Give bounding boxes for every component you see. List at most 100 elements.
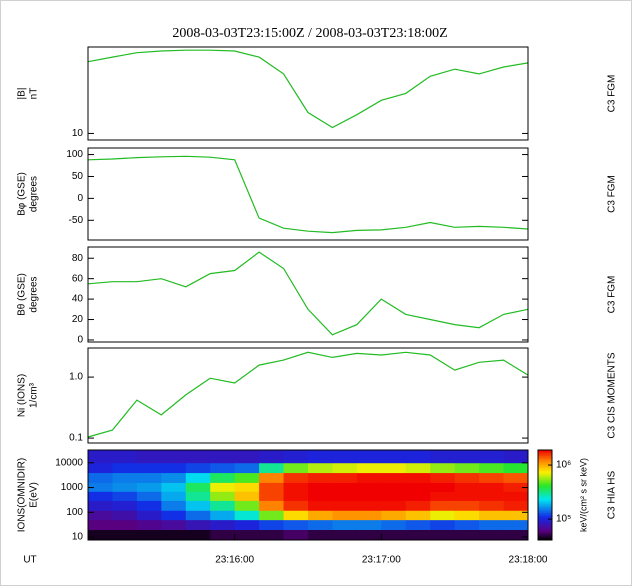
data-line — [87, 155, 529, 234]
spectrogram-cell — [210, 529, 236, 541]
spectrogram-cell — [210, 482, 236, 492]
spectrogram-cell — [381, 450, 407, 464]
x-tick-label: 23:16:00 — [215, 555, 254, 566]
spectrogram-cell — [259, 472, 284, 483]
spectrogram-cell — [356, 510, 382, 521]
x-tick-label: 23:17:00 — [362, 555, 401, 566]
colorbar-swatch — [538, 513, 552, 515]
spectrogram-cell — [88, 519, 113, 531]
y-tick-label: 10 — [72, 532, 84, 543]
spectrogram-cell — [88, 450, 113, 464]
spectrogram-cell — [112, 491, 138, 501]
spectrogram-cell — [210, 519, 236, 531]
spectrogram-cell — [161, 519, 187, 531]
spectrogram-cell — [161, 482, 187, 492]
spectrogram-cell — [356, 462, 382, 474]
spectrogram-cell — [454, 491, 480, 501]
colorbar-swatch — [538, 523, 552, 526]
y-axis-label: Ni (IONS) — [17, 374, 28, 417]
spectrogram-cell — [381, 472, 407, 483]
y-axis-label: E(eV) — [29, 482, 40, 508]
spectrogram-cell — [136, 500, 162, 511]
spectrogram-cell — [210, 510, 236, 521]
spectrogram-cell — [308, 529, 333, 541]
colorbar-swatch — [538, 502, 552, 505]
y-axis-label: |B| — [17, 88, 28, 100]
spectrogram-cell — [356, 491, 382, 501]
panel-frame — [87, 147, 529, 241]
spectrogram-cell — [381, 529, 407, 541]
spectrogram-cell — [454, 510, 480, 521]
spectrogram-cell — [308, 491, 333, 501]
spectrogram-cell — [259, 491, 284, 501]
spectrogram-cell — [88, 462, 113, 474]
spectrogram-cell — [210, 491, 236, 501]
spectrogram-cell — [503, 482, 529, 492]
panel-frame — [87, 246, 529, 343]
spectrogram-cell — [185, 510, 211, 521]
colorbar-swatch — [538, 514, 552, 517]
colorbar-swatch — [538, 532, 552, 535]
y-tick-label: 40 — [72, 294, 84, 305]
colorbar-swatch — [538, 492, 552, 494]
instrument-label: C3 FGM — [607, 175, 618, 213]
spectrogram-cell — [454, 450, 480, 464]
spectrogram-cell — [356, 500, 382, 511]
spectrogram-cell — [479, 462, 504, 474]
spectrogram-cell — [283, 472, 309, 483]
colorbar-swatch — [538, 499, 552, 502]
spectrogram-cell — [112, 529, 138, 541]
spectrogram-cell — [430, 510, 456, 521]
spectrogram-cell — [479, 510, 504, 521]
spectrogram-cell — [308, 472, 333, 483]
colorbar-swatch — [538, 456, 552, 458]
spectrogram-cell — [430, 482, 456, 492]
colorbar-swatch — [538, 450, 552, 452]
spectrogram-cell — [234, 450, 260, 464]
colorbar-swatch — [538, 487, 552, 490]
spectrogram-cell — [234, 462, 260, 474]
spectrogram-cell — [185, 519, 211, 531]
spectrogram-cell — [112, 462, 138, 474]
y-tick-label: 1.0 — [69, 372, 83, 383]
spectrogram-cell — [454, 519, 480, 531]
spectrogram-cell — [454, 462, 480, 474]
y-axis-label: Bθ (GSE) — [17, 273, 28, 316]
spectrogram-cell — [283, 510, 309, 521]
spectrogram-cell — [283, 519, 309, 531]
spectrogram-cell — [332, 510, 358, 521]
spectrogram-cell — [454, 482, 480, 492]
spectrogram-cell — [259, 482, 284, 492]
spectrogram-cell — [185, 472, 211, 483]
colorbar-swatch — [538, 517, 552, 520]
colorbar-swatch — [538, 535, 552, 538]
colorbar-swatch — [538, 463, 552, 466]
colorbar-swatch — [538, 531, 552, 533]
spectrogram-cell — [479, 500, 504, 511]
spectrogram-cell — [503, 450, 529, 464]
y-tick-label: 60 — [72, 273, 84, 284]
spectrogram-cell — [185, 491, 211, 501]
spectrogram-cell — [283, 500, 309, 511]
spectrogram-cell — [185, 529, 211, 541]
spectrogram-cell — [479, 472, 504, 483]
spectrogram-cell — [356, 450, 382, 464]
spectrogram-cell — [112, 510, 138, 521]
spectrogram-cell — [332, 491, 358, 501]
spectrogram-cell — [381, 519, 407, 531]
colorbar-swatch — [538, 522, 552, 524]
colorbar-swatch — [538, 496, 552, 499]
colorbar-swatch — [538, 454, 552, 457]
instrument-label: C3 HIA HS — [607, 471, 618, 520]
spectrogram-cell — [356, 529, 382, 541]
data-line — [87, 351, 529, 438]
colorbar-swatch — [538, 525, 552, 527]
spectrogram-cell — [479, 450, 504, 464]
spectrogram-cell — [112, 519, 138, 531]
spectrogram-cell — [259, 500, 284, 511]
spectrogram-cell — [136, 510, 162, 521]
colorbar-swatch — [538, 489, 552, 491]
colorbar-swatch — [538, 457, 552, 460]
spectrogram-cell — [503, 519, 529, 531]
spectrogram-cell — [161, 510, 187, 521]
